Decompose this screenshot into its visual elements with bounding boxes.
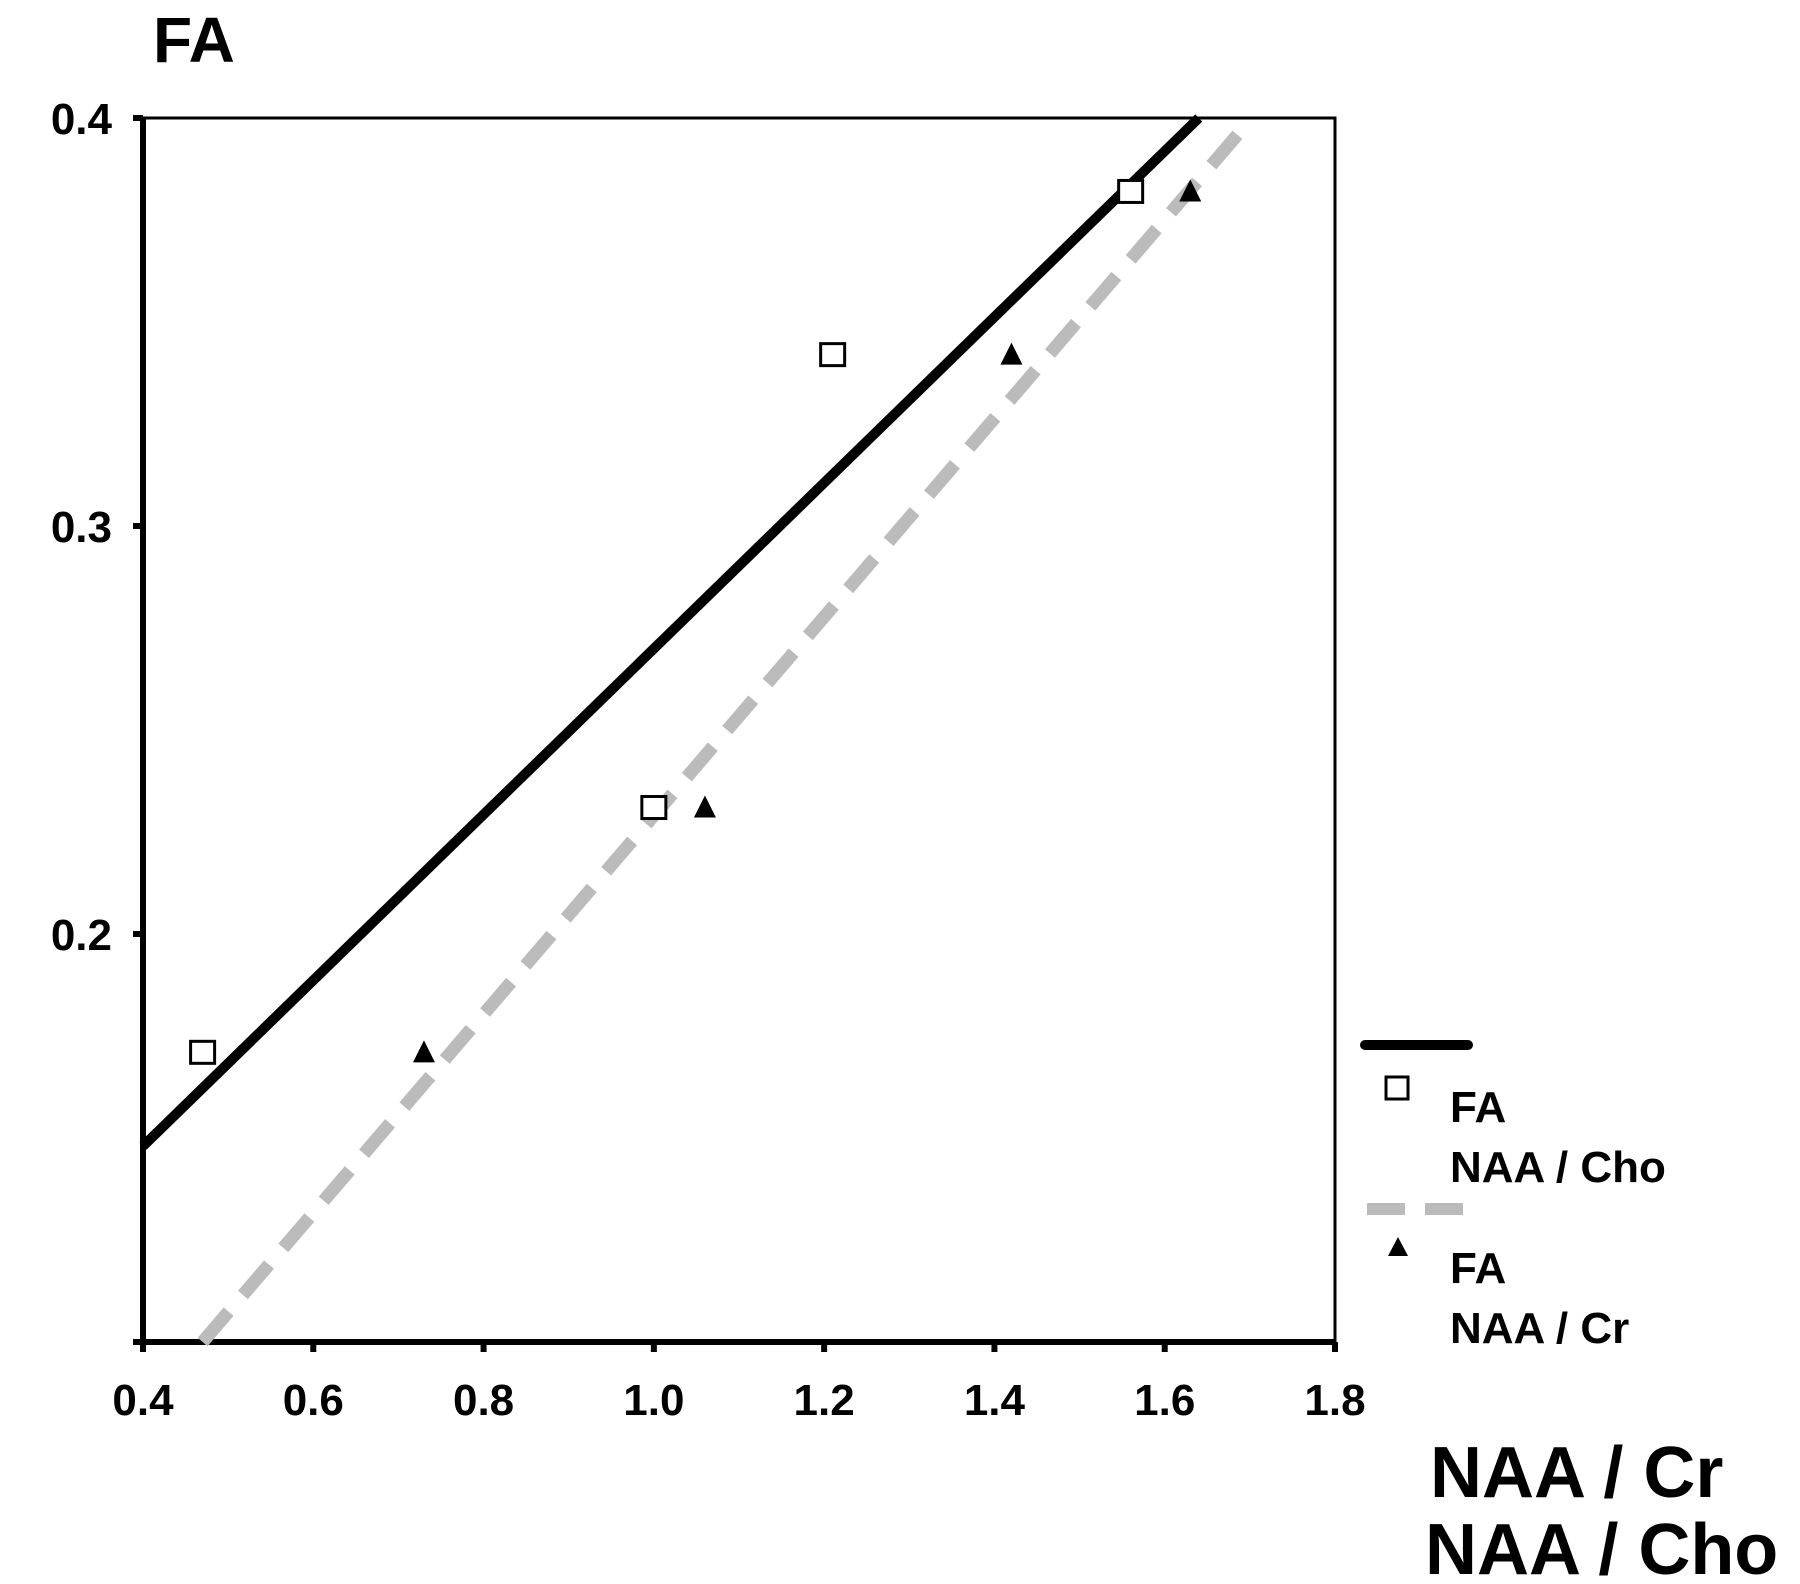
legend-filled-triangle-icon	[1388, 1237, 1408, 1256]
fit-line-series-2	[197, 126, 1247, 1347]
legend-item-1-line-1: FA	[1450, 1083, 1506, 1132]
x-tick-label-7: 1.8	[1304, 1376, 1365, 1425]
x-tick-label-4: 1.2	[794, 1376, 855, 1425]
point-series-1-1	[189, 1039, 217, 1065]
point-series-2-4	[1179, 179, 1202, 202]
fit-line-series-1	[139, 114, 1203, 1150]
point-series-1-4	[1117, 178, 1145, 204]
fit-lines	[139, 114, 1247, 1347]
x-axis-label-line-2: NAA / Cho	[1425, 1510, 1778, 1584]
x-tick-label-0: 0.4	[112, 1376, 174, 1425]
x-tick-label-2: 0.8	[453, 1376, 514, 1425]
point-series-2-1	[412, 1040, 435, 1063]
point-series-2-3	[1000, 342, 1023, 365]
point-series-2-2	[693, 795, 716, 818]
legend: FA NAA / Cho FA NAA / Cr	[1360, 1040, 1666, 1353]
y-tick-label-2: 0.2	[51, 911, 112, 960]
y-tick-label-0: 0.4	[51, 95, 113, 144]
x-tick-label-5: 1.4	[964, 1376, 1026, 1425]
markers	[189, 178, 1202, 1065]
x-tick-label-6: 1.6	[1134, 1376, 1195, 1425]
ticks: 0.4 0.6 0.8 1.0 1.2 1.4 1.6 1.8 0.4 0.3 0.2	[51, 95, 1366, 1425]
legend-item-2-line-1: FA	[1450, 1244, 1506, 1293]
legend-item-2-line-2: NAA / Cr	[1450, 1304, 1629, 1353]
x-tick-label-1: 0.6	[283, 1376, 344, 1425]
legend-open-square-icon	[1384, 1075, 1410, 1101]
legend-item-1-line-2: NAA / Cho	[1450, 1143, 1666, 1192]
x-tick-label-3: 1.0	[623, 1376, 684, 1425]
plot-frame	[141, 116, 1337, 1344]
y-axis-label: FA	[153, 4, 235, 76]
y-tick-label-1: 0.3	[51, 503, 112, 552]
point-series-1-2	[640, 795, 668, 821]
point-series-1-3	[819, 342, 847, 368]
x-axis-label-line-1: NAA / Cr	[1430, 1433, 1723, 1513]
